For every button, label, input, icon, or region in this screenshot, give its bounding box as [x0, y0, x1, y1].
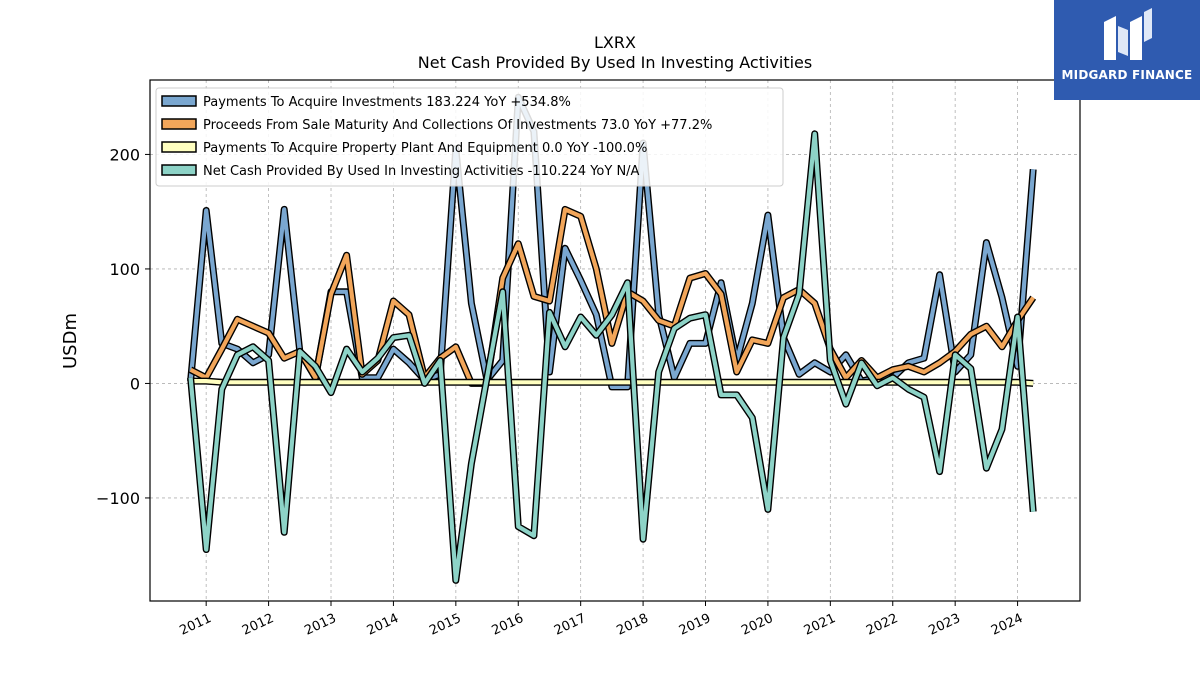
legend-label-1: Proceeds From Sale Maturity And Collecti…	[203, 118, 712, 133]
legend-swatch-3	[161, 164, 197, 176]
x-tick-label: 2015	[427, 611, 463, 639]
y-axis-label: USDm	[60, 313, 81, 369]
series-line-1	[189, 207, 1035, 386]
x-tick-label: 2018	[614, 611, 650, 639]
x-tick-label: 2017	[552, 611, 588, 639]
legend-label-0: Payments To Acquire Investments 183.224 …	[203, 95, 571, 110]
legend-swatch-1	[161, 118, 197, 130]
plot-frame	[149, 79, 1081, 602]
x-axis: 2011 2012 2013 2014 2015 2016 2017 2018 2019 2020…	[178, 601, 1025, 639]
brand-logo: MIDGARD FINANCE	[1054, 0, 1200, 100]
x-tick-label: 2014	[365, 611, 401, 639]
chart-title: LXRX	[594, 33, 636, 52]
x-tick-label: 2016	[490, 611, 526, 639]
legend-swatch-0	[161, 95, 197, 107]
y-tick-label: 0	[130, 374, 140, 393]
legend-label-2: Payments To Acquire Property Plant And E…	[203, 141, 647, 156]
x-tick-label: 2011	[178, 611, 214, 639]
legend-box	[155, 87, 784, 187]
x-tick-label: 2012	[240, 611, 276, 639]
x-tick-label: 2019	[677, 611, 713, 639]
series-line-3	[188, 131, 1036, 583]
legend-swatch-2	[161, 141, 197, 153]
y-tick-label: −100	[96, 489, 140, 508]
chart-subtitle: Net Cash Provided By Used In Investing A…	[418, 53, 812, 72]
x-tick-label: 2020	[739, 611, 775, 639]
legend: Payments To Acquire Investments 183.224 …	[155, 87, 784, 187]
series-line-2	[190, 379, 1034, 386]
y-tick-label: 200	[109, 145, 140, 164]
y-axis: −100 0 100 200	[96, 145, 150, 508]
x-tick-label: 2013	[302, 611, 338, 639]
brand-name: MIDGARD FINANCE	[1061, 68, 1193, 82]
x-tick-label: 2022	[864, 611, 900, 639]
x-tick-label: 2024	[989, 611, 1025, 639]
midgard-logo-icon	[1104, 8, 1152, 60]
x-tick-label: 2021	[802, 611, 838, 639]
series-outline-1	[189, 205, 1037, 387]
series-layer	[187, 93, 1037, 584]
y-tick-label: 100	[109, 260, 140, 279]
x-tick-label: 2023	[927, 611, 963, 639]
legend-label-3: Net Cash Provided By Used In Investing A…	[203, 164, 640, 179]
